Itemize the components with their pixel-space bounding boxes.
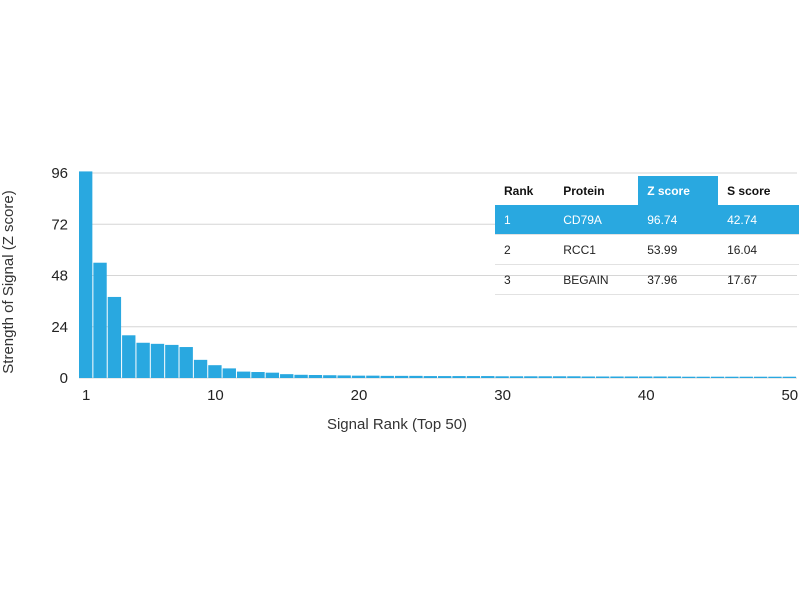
bar-rank-9: [193, 359, 208, 378]
bar-rank-50: [782, 376, 796, 378]
cell-z-score: 53.99: [647, 242, 678, 257]
y-axis-title: Strength of Signal (Z score): [0, 190, 17, 373]
bar-rank-15: [280, 374, 294, 378]
header-protein: Protein: [563, 183, 605, 198]
bar-rank-1: [79, 171, 93, 378]
x-tick-label: 50: [781, 387, 798, 404]
cell-rank: 2: [504, 242, 511, 257]
bar-rank-6: [150, 343, 165, 378]
cell-z-score: 96.74: [638, 205, 719, 235]
y-tick-label: 96: [51, 165, 68, 182]
bar-rank-21: [366, 375, 380, 378]
cell-rank: 3: [504, 272, 511, 287]
bar-rank-47: [739, 376, 753, 378]
x-axis-title: Signal Rank (Top 50): [327, 416, 467, 433]
bar-rank-42: [667, 376, 682, 378]
bar-rank-31: [509, 376, 524, 378]
bar-rank-35: [567, 376, 581, 378]
x-tick-label: 20: [351, 387, 368, 404]
bar-rank-22: [380, 375, 394, 378]
bar-rank-26: [438, 376, 452, 378]
top-proteins-table: Rank Protein Z score S score 1 CD79A 96.…: [495, 176, 799, 295]
bar-rank-3: [107, 296, 122, 378]
bar-rank-17: [308, 375, 323, 378]
bar-rank-37: [595, 376, 610, 378]
bar-rank-8: [179, 347, 193, 378]
cell-protein: CD79A: [554, 205, 639, 235]
y-tick-label: 24: [51, 319, 68, 336]
bar-rank-5: [136, 342, 150, 378]
table-row[interactable]: 2 RCC1 53.99 16.04: [495, 235, 799, 265]
table-row[interactable]: 1 CD79A 96.74 42.74: [495, 205, 799, 235]
bar-rank-40: [639, 376, 653, 378]
bar-rank-12: [236, 371, 251, 378]
bar-rank-20: [351, 375, 366, 378]
bar-rank-25: [423, 376, 437, 378]
bar-rank-7: [165, 344, 179, 378]
bar-rank-2: [93, 262, 107, 378]
table-row[interactable]: 3 BEGAIN 37.96 17.67: [495, 265, 799, 295]
cell-s-score: 42.74: [718, 205, 799, 235]
cell-z-score: 37.96: [647, 272, 678, 287]
bar-rank-41: [653, 376, 667, 378]
header-z-score[interactable]: Z score: [638, 176, 719, 205]
cell-rank: 1: [495, 205, 555, 235]
x-tick-label: 1: [82, 387, 90, 404]
bar-rank-18: [323, 375, 337, 378]
cell-protein: RCC1: [563, 242, 596, 257]
bar-rank-36: [581, 376, 595, 378]
bar-rank-44: [696, 376, 710, 378]
bar-rank-39: [624, 376, 639, 378]
bar-rank-34: [552, 376, 567, 378]
bar-rank-24: [409, 375, 423, 378]
y-tick-label: 72: [51, 216, 68, 233]
bar-rank-33: [538, 376, 552, 378]
table-header-row: Rank Protein Z score S score: [495, 176, 799, 205]
x-axis-ticks: 1 10 20 30 40 50: [82, 387, 798, 404]
bar-rank-23: [394, 375, 409, 378]
y-tick-label: 0: [60, 370, 68, 387]
x-tick-label: 30: [494, 387, 511, 404]
bar-rank-29: [481, 376, 495, 378]
bar-rank-45: [710, 376, 725, 378]
bars: [79, 171, 796, 378]
bar-rank-11: [222, 368, 236, 378]
bar-rank-32: [524, 376, 538, 378]
bar-rank-19: [337, 375, 351, 378]
bar-rank-14: [265, 372, 280, 378]
x-tick-label: 40: [638, 387, 655, 404]
header-s-score[interactable]: S score: [727, 183, 771, 198]
bar-rank-16: [294, 374, 308, 378]
bar-rank-4: [122, 335, 136, 378]
bar-rank-28: [466, 376, 481, 378]
bar-rank-43: [682, 376, 696, 378]
bar-rank-38: [610, 376, 624, 378]
y-axis-ticks: 0 24 48 72 96: [51, 165, 68, 387]
bar-rank-46: [725, 376, 739, 378]
cell-s-score: 16.04: [727, 242, 758, 257]
cell-protein: BEGAIN: [563, 272, 609, 287]
bar-rank-48: [753, 376, 768, 378]
y-tick-label: 48: [51, 268, 68, 285]
bar-rank-13: [251, 372, 265, 378]
bar-rank-27: [452, 376, 466, 378]
bar-rank-49: [768, 376, 782, 378]
bar-rank-30: [495, 376, 509, 378]
cell-s-score: 17.67: [727, 272, 758, 287]
header-rank: Rank: [504, 183, 534, 198]
x-tick-label: 10: [207, 387, 224, 404]
bar-rank-10: [208, 365, 222, 378]
